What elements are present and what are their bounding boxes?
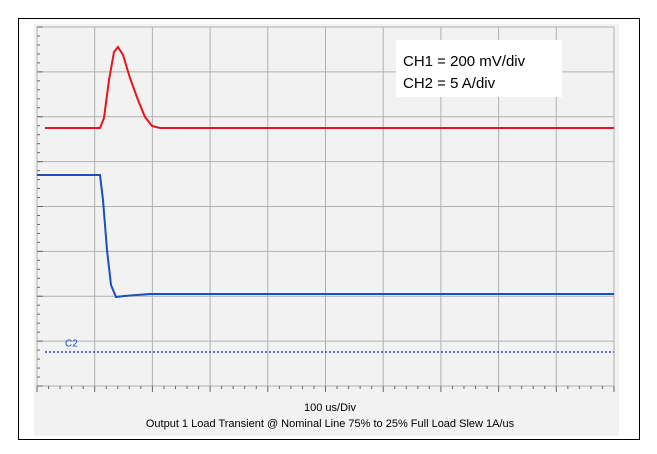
ch2-trace bbox=[37, 174, 614, 299]
ticks bbox=[36, 26, 615, 392]
annotation-box bbox=[396, 40, 562, 97]
annotation-line: CH2 = 5 A/div bbox=[403, 75, 496, 92]
ch1-trace bbox=[45, 45, 614, 129]
channel-label: C2 bbox=[65, 339, 78, 350]
caption: Output 1 Load Transient @ Nominal Line 7… bbox=[146, 418, 515, 430]
annotation-line: CH1 = 200 mV/div bbox=[403, 53, 526, 70]
x-label: 100 us/Div bbox=[304, 402, 356, 414]
